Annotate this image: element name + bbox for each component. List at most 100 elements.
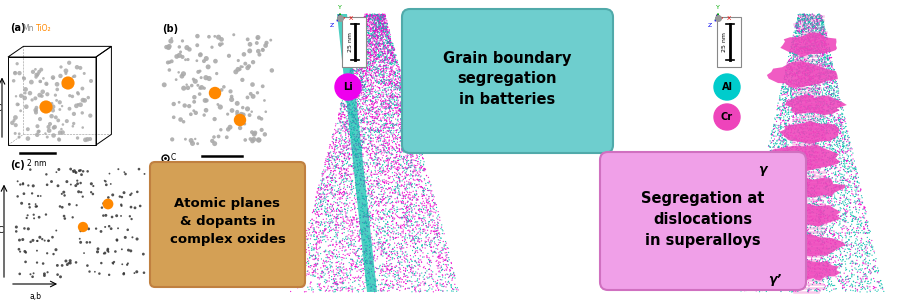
Point — [345, 290, 359, 294]
Point — [850, 176, 864, 181]
Point — [808, 34, 823, 38]
Point — [354, 56, 368, 61]
Point — [795, 28, 809, 32]
Point — [827, 237, 842, 242]
Point — [421, 212, 436, 216]
Point — [391, 62, 405, 67]
Point — [771, 145, 786, 149]
Point — [836, 286, 850, 290]
Point — [375, 22, 390, 26]
Point — [810, 248, 824, 253]
Point — [773, 168, 788, 172]
Point — [345, 238, 359, 242]
Point — [764, 240, 778, 244]
Point — [769, 202, 783, 207]
Point — [246, 60, 260, 64]
Point — [784, 85, 798, 90]
Point — [767, 230, 781, 234]
Point — [788, 173, 803, 178]
Point — [417, 166, 431, 171]
Point — [345, 83, 359, 88]
Point — [333, 277, 347, 281]
Point — [813, 212, 827, 217]
Point — [358, 80, 373, 84]
Point — [359, 130, 374, 135]
Point — [404, 262, 419, 267]
Point — [346, 275, 360, 280]
Point — [417, 167, 431, 172]
Point — [367, 61, 382, 66]
Point — [352, 90, 366, 95]
Point — [840, 204, 854, 209]
Point — [393, 231, 408, 236]
Point — [358, 82, 373, 87]
Point — [795, 46, 809, 51]
Point — [308, 237, 322, 242]
Point — [373, 24, 387, 29]
Point — [797, 228, 812, 232]
Point — [799, 154, 814, 158]
Point — [328, 222, 343, 227]
Point — [838, 134, 852, 139]
Point — [374, 267, 389, 272]
Point — [848, 166, 862, 170]
Point — [347, 58, 362, 62]
Point — [391, 255, 405, 260]
Point — [350, 265, 365, 270]
Point — [802, 142, 816, 146]
Point — [387, 230, 401, 234]
Point — [391, 95, 405, 100]
Point — [404, 140, 419, 145]
Point — [810, 19, 824, 24]
Point — [345, 120, 359, 125]
Point — [815, 144, 830, 149]
Point — [411, 159, 426, 164]
Point — [751, 199, 765, 204]
Point — [354, 132, 368, 137]
Polygon shape — [775, 204, 841, 227]
Point — [300, 231, 314, 236]
Point — [857, 261, 871, 266]
Point — [753, 189, 768, 194]
Point — [828, 127, 842, 132]
Point — [785, 145, 799, 150]
Point — [114, 195, 129, 200]
Point — [360, 148, 374, 153]
Point — [792, 130, 806, 135]
Point — [364, 16, 379, 21]
Point — [390, 150, 404, 155]
Point — [374, 64, 388, 69]
Point — [395, 85, 410, 90]
Point — [368, 132, 382, 137]
Point — [334, 205, 348, 210]
Point — [381, 254, 395, 259]
Point — [385, 84, 400, 89]
Point — [393, 136, 408, 140]
Point — [387, 87, 401, 92]
Point — [798, 250, 813, 255]
Point — [349, 253, 364, 258]
Point — [814, 28, 829, 33]
Point — [366, 26, 381, 30]
Point — [356, 117, 370, 122]
Point — [322, 158, 337, 162]
Point — [393, 260, 408, 264]
Point — [376, 14, 391, 19]
Point — [794, 28, 808, 33]
Point — [756, 271, 770, 276]
Point — [760, 262, 775, 266]
Point — [766, 286, 780, 290]
Point — [842, 253, 857, 257]
Point — [763, 219, 778, 224]
Point — [802, 132, 816, 137]
Point — [787, 161, 801, 166]
Point — [293, 280, 308, 284]
Point — [802, 117, 816, 122]
Point — [346, 247, 360, 252]
Point — [825, 128, 840, 133]
Point — [382, 104, 397, 109]
Point — [356, 48, 371, 53]
Point — [785, 42, 799, 47]
Point — [307, 273, 321, 278]
Point — [382, 254, 397, 258]
